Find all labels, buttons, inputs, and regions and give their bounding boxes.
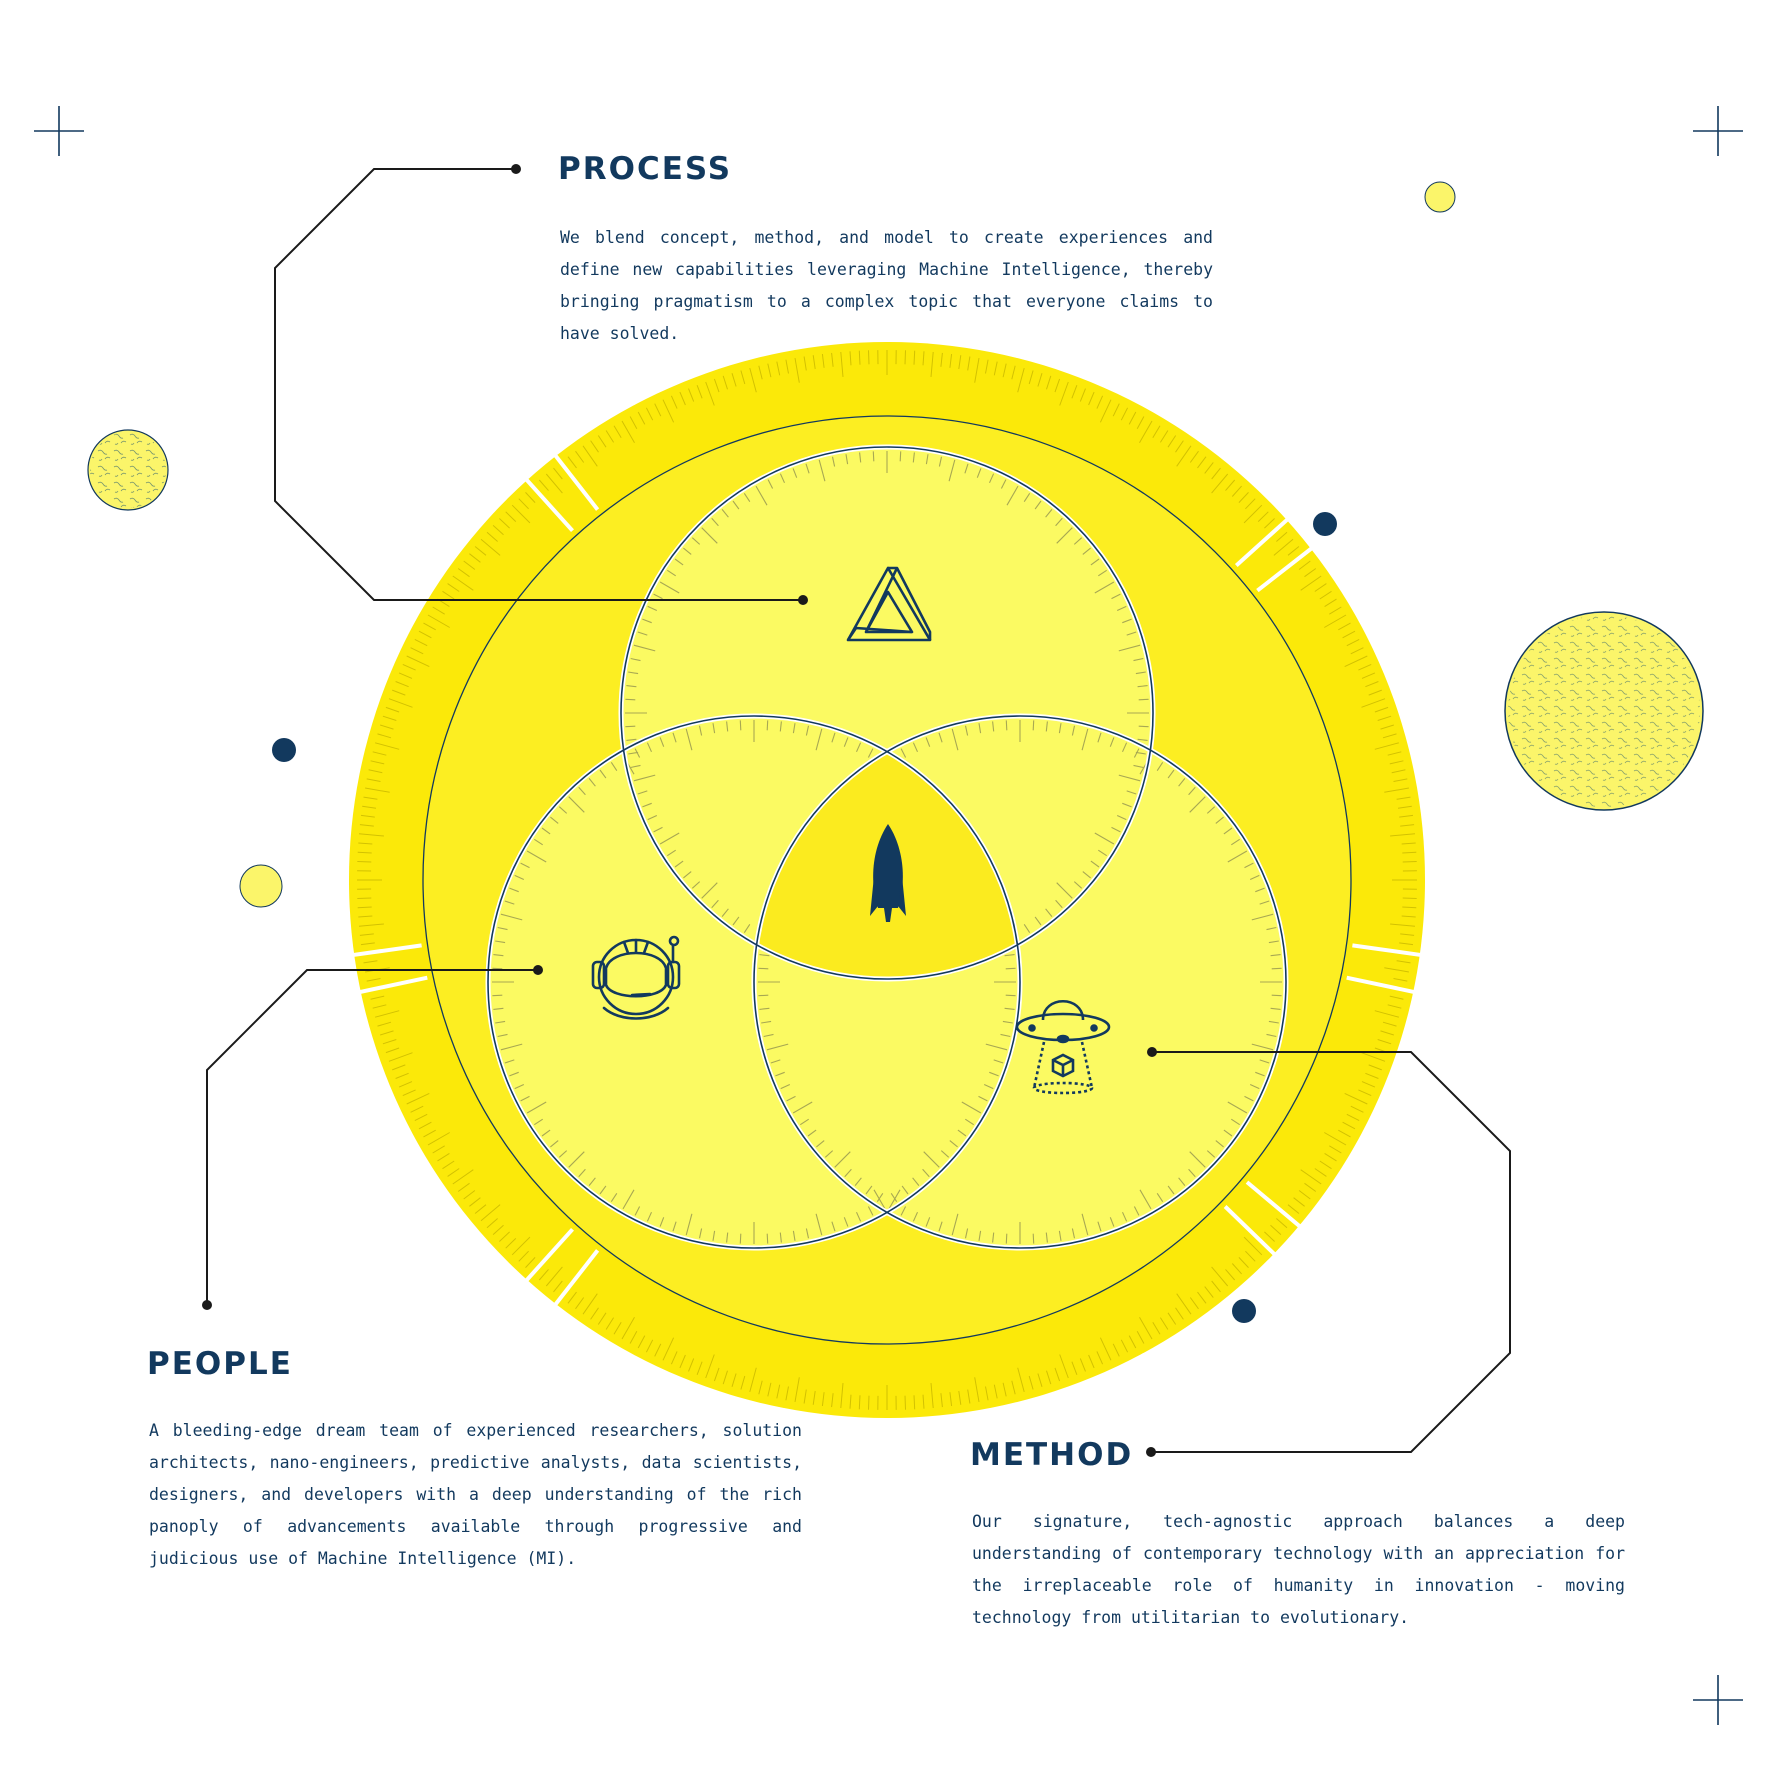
corner-crosshairs [34, 106, 1743, 1725]
leader-process [274, 168, 802, 601]
navy-dot-left [272, 738, 296, 762]
process-description: We blend concept, method, and model to c… [560, 228, 1213, 343]
small-planet-top-right [1424, 181, 1456, 213]
navy-dot-bottom-right [1232, 1299, 1256, 1323]
leader-people [206, 969, 537, 1303]
ufo-abduction-icon [1015, 999, 1111, 1095]
rocket-icon [870, 824, 906, 922]
navy-dot-top-right [1313, 512, 1337, 536]
decorative-planets [87, 181, 1704, 1323]
method-title: METHOD [970, 1437, 1134, 1473]
leader-endpoints [202, 164, 1157, 1457]
method-description: Our signature, tech-agnostic approach ba… [972, 1512, 1625, 1627]
astronaut-helmet-icon [591, 935, 681, 1020]
crosshair-top-left [34, 106, 84, 156]
crosshair-bottom-right [1693, 1675, 1743, 1725]
leader-lines [206, 168, 1511, 1453]
people-description: A bleeding-edge dream team of experience… [149, 1421, 802, 1568]
people-title: PEOPLE [147, 1346, 293, 1382]
crosshair-top-right [1693, 106, 1743, 156]
leader-method [1151, 1051, 1511, 1453]
process-title: PROCESS [558, 151, 733, 187]
small-planet-left [239, 864, 283, 908]
impossible-triangle-icon [846, 566, 932, 642]
